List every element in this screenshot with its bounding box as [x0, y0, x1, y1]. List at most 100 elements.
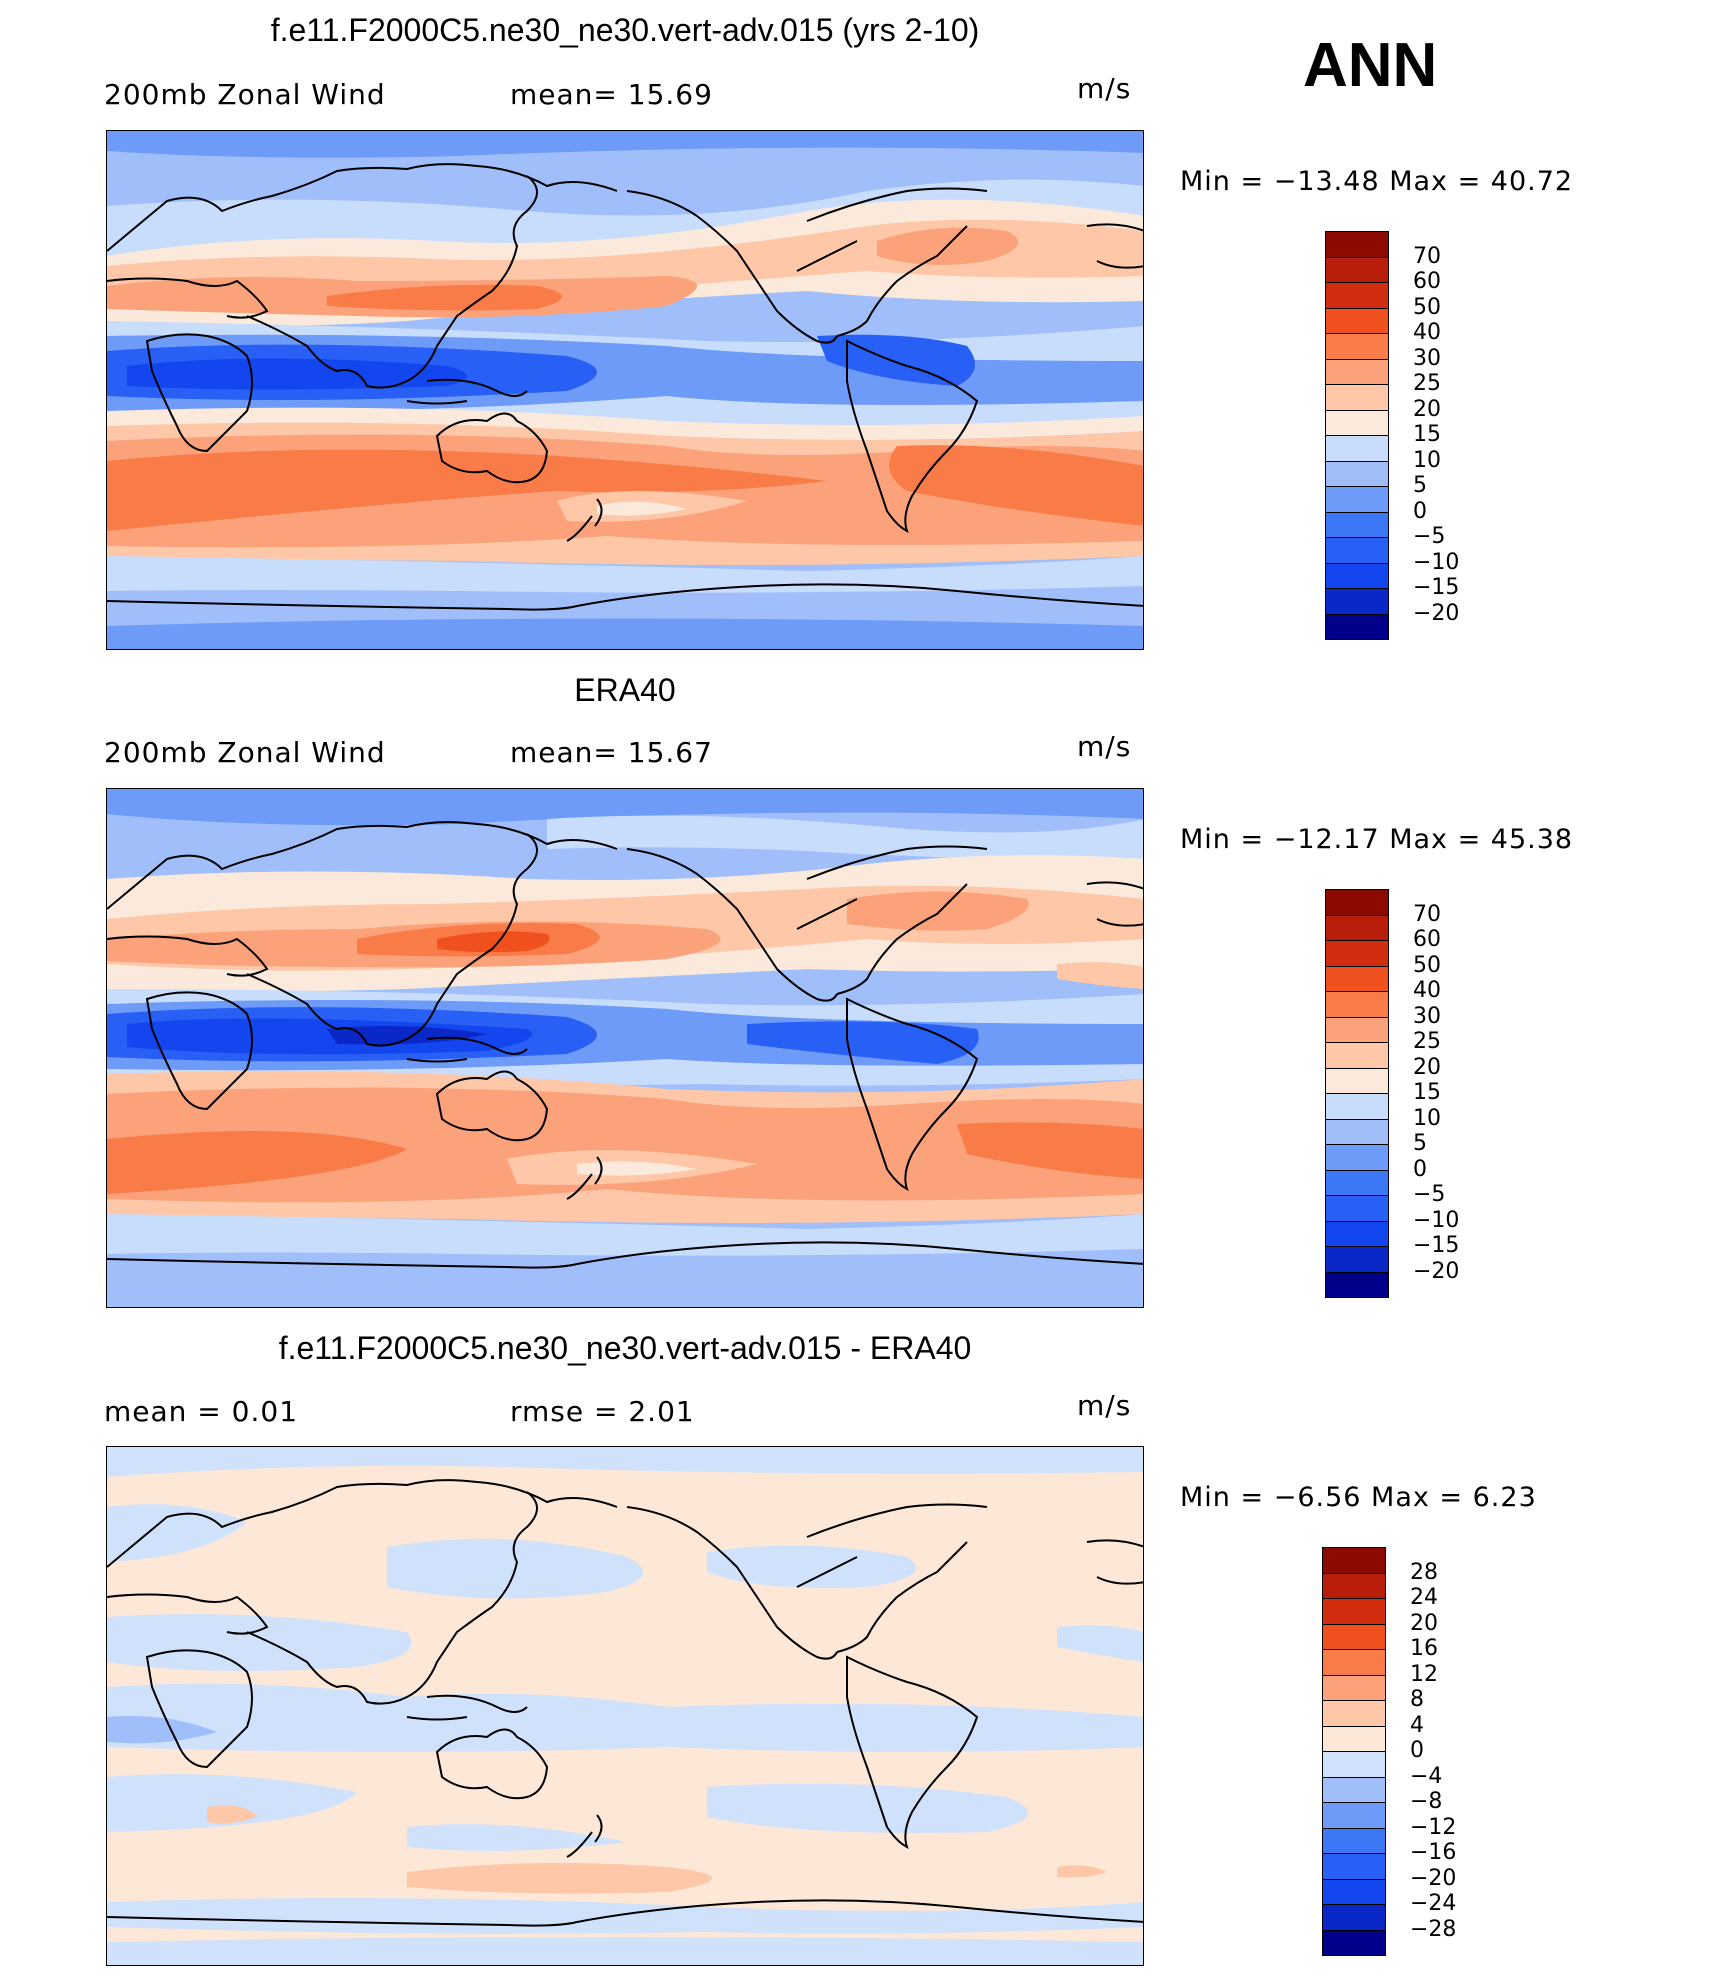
- colorbar-segment: [1322, 1904, 1386, 1931]
- colorbar-segment: [1322, 1929, 1386, 1956]
- colorbar-segment: [1325, 486, 1389, 513]
- colorbar-segment: [1322, 1572, 1386, 1599]
- colorbar-segment: [1325, 1042, 1389, 1069]
- panel-2-mean-label: mean= 15.67: [510, 736, 713, 769]
- colorbar-label: 20: [1413, 396, 1441, 422]
- colorbar-segment: [1322, 1700, 1386, 1727]
- colorbar-label: 4: [1410, 1712, 1424, 1738]
- colorbar-label: 15: [1413, 422, 1441, 447]
- colorbar-segment: [1325, 1144, 1389, 1171]
- colorbar-segment: [1325, 384, 1389, 411]
- colorbar-segment: [1325, 409, 1389, 436]
- colorbar-segment: [1325, 1220, 1389, 1247]
- colorbar-segment: [1325, 1093, 1389, 1120]
- panel-2-units: m/s: [1077, 730, 1132, 763]
- colorbar-label: 50: [1413, 294, 1441, 320]
- colorbar-label: 0: [1413, 498, 1427, 524]
- colorbar-label: −20: [1410, 1865, 1457, 1891]
- colorbar-label: −16: [1410, 1840, 1457, 1865]
- colorbar-label: 10: [1413, 447, 1441, 473]
- colorbar-segment: [1322, 1751, 1386, 1778]
- colorbar-segment: [1322, 1623, 1386, 1650]
- colorbar-segment: [1322, 1878, 1386, 1905]
- colorbar-label: 60: [1413, 269, 1441, 294]
- colorbar-segment: [1322, 1725, 1386, 1752]
- colorbar-label: −15: [1413, 575, 1460, 600]
- colorbar-label: −15: [1413, 1233, 1460, 1258]
- colorbar-segment: [1325, 613, 1389, 640]
- panel-3-colorbar: 28 24 20 16 12 8 4 0 −4 −8 −12 −16 −20 −24 −28: [1322, 1547, 1456, 1956]
- panel-3-units: m/s: [1077, 1389, 1132, 1422]
- colorbar-label: 16: [1410, 1636, 1438, 1661]
- panel-2-minmax: Min = −12.17 Max = 45.38: [1180, 824, 1574, 855]
- colorbar-segment: [1325, 889, 1389, 916]
- panel-2-colorbar: 70 60 50 40 30 25 20 15 10 5 0 −5 −10 −15 −20: [1325, 889, 1459, 1298]
- colorbar-label: 70: [1413, 901, 1441, 927]
- season-label: ANN: [1303, 31, 1438, 100]
- colorbar-label: 25: [1413, 1029, 1441, 1054]
- colorbar-label: 28: [1410, 1559, 1438, 1585]
- colorbar-label: 25: [1413, 371, 1441, 396]
- panel-1-title: f.e11.F2000C5.ne30_ne30.vert-adv.015 (yr…: [270, 12, 980, 48]
- colorbar-segment: [1325, 1016, 1389, 1043]
- colorbar-label: 5: [1413, 1131, 1427, 1156]
- panel-3-map: [106, 1446, 1144, 1966]
- panel-2-coastlines: [107, 821, 1143, 1269]
- panel-2-map: [106, 788, 1144, 1308]
- panel-3-title: f.e11.F2000C5.ne30_ne30.vert-adv.015 - E…: [278, 1330, 972, 1366]
- colorbar-label: 24: [1410, 1585, 1438, 1610]
- colorbar-segment: [1325, 333, 1389, 360]
- colorbar-label: −4: [1410, 1763, 1443, 1789]
- colorbar-segment: [1325, 562, 1389, 589]
- colorbar-label: −24: [1410, 1891, 1457, 1916]
- panel-3-minmax: Min = −6.56 Max = 6.23: [1180, 1482, 1537, 1513]
- colorbar-segment: [1322, 1547, 1386, 1574]
- colorbar-segment: [1325, 282, 1389, 309]
- colorbar-label: 0: [1413, 1156, 1427, 1182]
- colorbar-label: 40: [1413, 320, 1441, 345]
- colorbar-segment: [1322, 1802, 1386, 1829]
- colorbar-segment: [1325, 537, 1389, 564]
- panel-3-contours: [107, 1447, 1143, 1965]
- colorbar-label: 70: [1413, 243, 1441, 269]
- colorbar-segment: [1325, 1067, 1389, 1094]
- colorbar-label: 0: [1410, 1738, 1424, 1763]
- colorbar-label: −20: [1413, 600, 1460, 626]
- colorbar-segment: [1325, 1118, 1389, 1145]
- colorbar-segment: [1325, 1195, 1389, 1222]
- panel-3-mean-label: mean = 0.01: [104, 1395, 299, 1428]
- panel-3-coastlines: [107, 1479, 1143, 1927]
- colorbar-segment: [1322, 1674, 1386, 1701]
- colorbar-segment: [1322, 1853, 1386, 1880]
- colorbar-segment: [1322, 1776, 1386, 1803]
- colorbar-label: 12: [1410, 1661, 1438, 1687]
- colorbar-segment: [1325, 511, 1389, 538]
- colorbar-segment: [1322, 1598, 1386, 1625]
- colorbar-segment: [1325, 940, 1389, 967]
- colorbar-label: −12: [1410, 1814, 1457, 1840]
- panel-1-map: [106, 130, 1144, 650]
- colorbar-segment: [1325, 358, 1389, 385]
- colorbar-segment: [1325, 965, 1389, 992]
- panel-1-contours: [107, 131, 1143, 649]
- colorbar-label: 20: [1410, 1610, 1438, 1636]
- colorbar-segment: [1325, 460, 1389, 487]
- colorbar-label: −10: [1413, 1207, 1460, 1233]
- colorbar-segment: [1325, 307, 1389, 334]
- colorbar-label: 40: [1413, 978, 1441, 1003]
- panel-1-field-label: 200mb Zonal Wind: [104, 78, 386, 111]
- colorbar-label: 15: [1413, 1080, 1441, 1105]
- panel-1-coastlines: [107, 163, 1143, 611]
- colorbar-segment: [1325, 1271, 1389, 1298]
- panel-2-contours: [107, 789, 1143, 1307]
- colorbar-label: 10: [1413, 1105, 1441, 1131]
- colorbar-label: 30: [1413, 345, 1441, 371]
- panel-3-rmse-label: rmse = 2.01: [510, 1395, 695, 1428]
- colorbar-label: 60: [1413, 927, 1441, 952]
- colorbar-label: −20: [1413, 1258, 1460, 1284]
- panel-2-field-label: 200mb Zonal Wind: [104, 736, 386, 769]
- colorbar-label: 5: [1413, 473, 1427, 498]
- colorbar-segment: [1325, 256, 1389, 283]
- colorbar-segment: [1325, 435, 1389, 462]
- colorbar-segment: [1325, 1246, 1389, 1273]
